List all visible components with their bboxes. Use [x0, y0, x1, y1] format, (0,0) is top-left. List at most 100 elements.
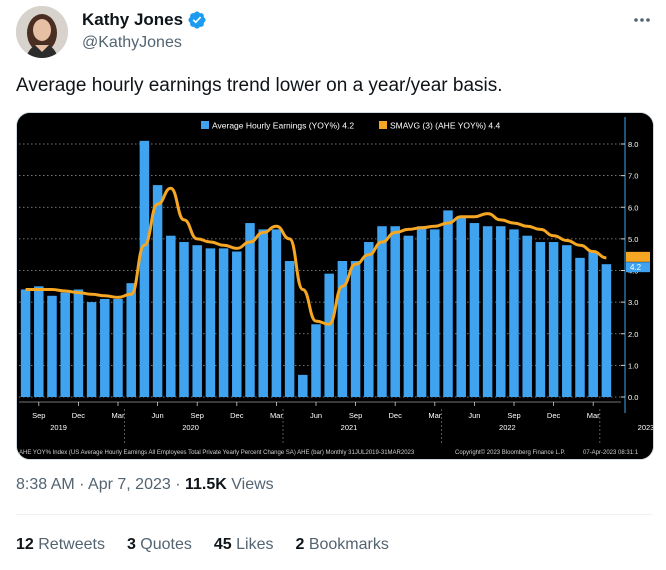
legend-bar-label: Average Hourly Earnings (YOY%) 4.2 — [212, 121, 354, 131]
engagement-stats: 12 Retweets 3 Quotes 45 Likes 2 Bookmark… — [16, 536, 389, 554]
bar — [601, 264, 612, 397]
bar — [60, 292, 70, 397]
legend-line-swatch — [379, 121, 387, 129]
views-label: Views — [226, 476, 274, 493]
y-tick-label: 2.0 — [628, 330, 638, 339]
x-year-label: 2020 — [182, 423, 199, 432]
tweet-meta: 8:38 AM · Apr 7, 2023 · 11.5K Views — [16, 476, 274, 494]
bookmarks-label: Bookmarks — [304, 536, 389, 553]
bar — [482, 226, 493, 397]
bar — [179, 242, 189, 397]
bar — [205, 248, 216, 397]
avatar[interactable] — [16, 6, 68, 58]
more-options-button[interactable] — [630, 8, 654, 32]
last-value-bar-label: 4.2 — [630, 263, 642, 272]
bar — [47, 295, 57, 397]
x-month-label: Sep — [191, 411, 204, 420]
bar — [218, 248, 229, 397]
bar — [416, 226, 427, 397]
x-month-label: Dec — [547, 411, 561, 420]
bar — [443, 210, 453, 397]
chart-legend: Average Hourly Earnings (YOY%) 4.2 SMAVG… — [201, 121, 500, 131]
x-month-label: Sep — [507, 411, 520, 420]
tweet-text: Average hourly earnings trend lower on a… — [16, 75, 503, 96]
quotes-count: 3 — [126, 536, 136, 553]
last-value-line-marker — [626, 251, 650, 262]
x-month-label: Dec — [72, 411, 86, 420]
quotes-label: Quotes — [135, 536, 192, 553]
bar — [139, 140, 150, 397]
bar — [152, 185, 163, 397]
x-month-label: Dec — [230, 411, 244, 420]
bar — [575, 257, 585, 397]
y-tick-label: 0.0 — [628, 393, 638, 402]
last-value-bar-marker — [626, 262, 650, 273]
y-tick-label: 5.0 — [628, 235, 638, 244]
x-month-label: Jun — [152, 411, 164, 420]
x-year-label: 2023 — [638, 423, 653, 432]
bar — [298, 374, 308, 397]
bar — [496, 226, 506, 397]
likes-label: Likes — [231, 536, 274, 553]
chart-copyright: Copyright© 2023 Bloomberg Finance L.P. — [455, 449, 566, 456]
x-month-label: Jun — [310, 411, 322, 420]
chart-timestamp: 07-Apr-2023 08:31:1 — [583, 450, 639, 456]
bar — [271, 229, 282, 397]
x-month-label: Dec — [389, 411, 403, 420]
meta-dot: · — [170, 476, 185, 493]
x-year-label: 2021 — [341, 423, 358, 432]
quotes-stat[interactable]: 3 Quotes — [127, 536, 192, 554]
y-tick-label: 6.0 — [628, 203, 638, 212]
y-tick-label: 8.0 — [628, 140, 638, 149]
author-name[interactable]: Kathy Jones — [82, 10, 184, 29]
bar — [430, 229, 440, 397]
bar — [548, 242, 559, 397]
bookmarks-count: 2 — [295, 536, 305, 553]
legend-bar-swatch — [201, 121, 209, 129]
x-month-label: Mar — [587, 411, 600, 420]
tweet-time[interactable]: 8:38 AM — [16, 476, 75, 493]
bar — [562, 245, 572, 397]
bar — [100, 298, 110, 397]
bar — [232, 251, 242, 397]
y-tick-label: 1.0 — [628, 361, 638, 370]
author-handle[interactable]: @KathyJones — [82, 34, 182, 51]
x-month-label: Jun — [468, 411, 480, 420]
y-tick-label: 3.0 — [628, 298, 638, 307]
more-dots-icon — [634, 18, 650, 22]
x-year-label: 2022 — [499, 423, 516, 432]
bookmarks-stat[interactable]: 2 Bookmarks — [295, 536, 388, 554]
x-month-label: Sep — [349, 411, 362, 420]
bar — [73, 289, 84, 397]
bar — [258, 229, 268, 397]
likes-count: 45 — [213, 536, 232, 553]
bar — [20, 289, 31, 397]
x-month-label: Sep — [32, 411, 45, 420]
bar — [284, 261, 295, 397]
bar — [403, 235, 414, 397]
bar — [588, 251, 598, 397]
y-tick-label: 7.0 — [628, 172, 638, 181]
bar — [86, 302, 97, 397]
retweets-stat[interactable]: 12 Retweets — [16, 536, 105, 554]
verified-badge-icon — [188, 11, 206, 29]
bar — [456, 216, 466, 397]
x-month-label: Mar — [112, 411, 125, 420]
chart-image[interactable]: 0.01.02.03.04.05.06.07.08.04.2 SepDecMar… — [16, 112, 654, 460]
bar — [522, 235, 532, 397]
bar — [113, 298, 123, 397]
retweets-label: Retweets — [33, 536, 105, 553]
bar — [535, 242, 546, 397]
bar — [245, 223, 255, 397]
bar — [337, 261, 348, 397]
smavg-line — [25, 186, 607, 326]
tweet-date[interactable]: Apr 7, 2023 — [88, 476, 171, 493]
bar — [166, 235, 176, 397]
likes-stat[interactable]: 45 Likes — [214, 536, 274, 554]
views-count: 11.5K — [185, 476, 227, 493]
divider — [16, 514, 652, 515]
x-month-label: Mar — [270, 411, 283, 420]
bar — [324, 273, 334, 397]
bar — [192, 245, 202, 397]
y-axis: 0.01.02.03.04.05.06.07.08.04.2 — [621, 117, 650, 413]
